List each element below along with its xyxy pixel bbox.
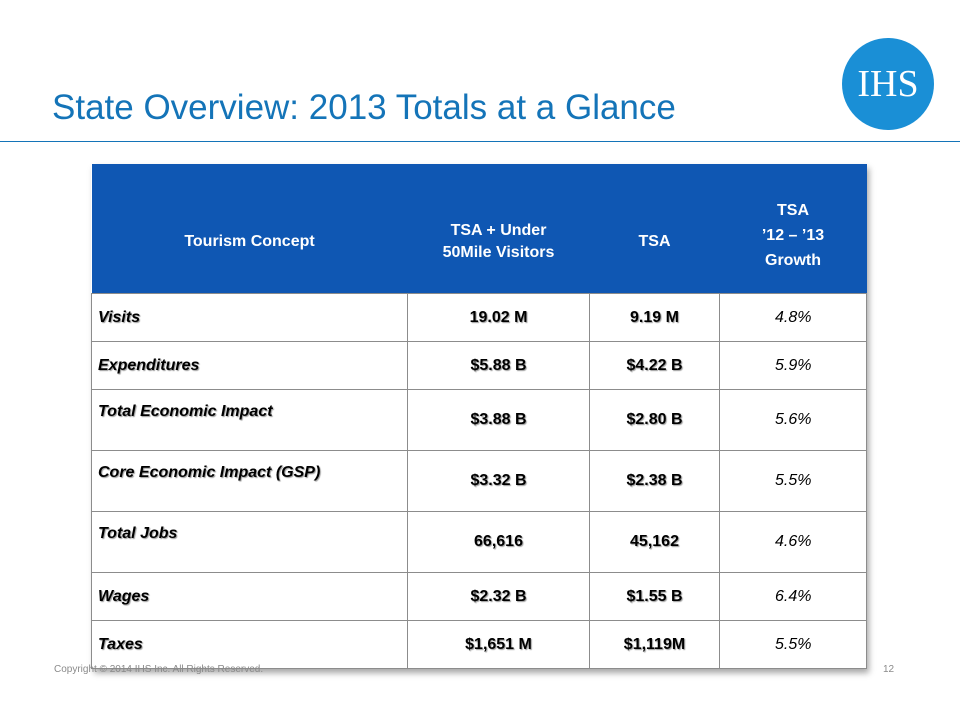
row-tsa-under50-value: 66,616 [407,511,590,573]
row-tsa-under50-value: $5.88 B [407,341,590,390]
row-tsa-under50-value: $2.32 B [407,572,590,621]
row-concept-label: Wages [91,572,408,621]
row-growth-value: 5.5% [719,450,867,512]
row-tsa-value: 45,162 [589,511,720,573]
row-tsa-value: $1,119M [589,620,720,669]
table-row: Visits 19.02 M 9.19 M 4.8% [91,293,867,342]
row-concept-label: Expenditures [91,341,408,390]
table-row: Total Economic Impact $3.88 B $2.80 B 5.6% [91,389,867,451]
header-tsa-growth: TSA ’12 – ’13 Growth [719,164,867,294]
header-tourism-concept: Tourism Concept [91,164,408,294]
ihs-logo: IHS [842,38,934,130]
header-tsa: TSA [589,164,720,294]
title-divider [0,141,960,142]
row-growth-value: 5.6% [719,389,867,451]
page-number: 12 [883,664,895,675]
table-row: Core Economic Impact (GSP) $3.32 B $2.38 B… [91,450,867,512]
copyright-notice: Copyright © 2014 IHS Inc. All Rights Res… [54,664,264,675]
table-header-row: Tourism Concept TSA + Under 50Mile Visit… [91,164,867,294]
overview-table-container: Tourism Concept TSA + Under 50Mile Visit… [91,164,867,669]
row-tsa-value: 9.19 M [589,293,720,342]
row-growth-value: 4.8% [719,293,867,342]
row-tsa-under50-value: $3.88 B [407,389,590,451]
row-concept-label: Total Jobs [91,511,408,573]
row-tsa-under50-value: $1,651 M [407,620,590,669]
row-tsa-value: $2.80 B [589,389,720,451]
row-tsa-under50-value: 19.02 M [407,293,590,342]
row-growth-value: 6.4% [719,572,867,621]
header-tsa-under-50mile: TSA + Under 50Mile Visitors [407,164,590,294]
row-tsa-value: $1.55 B [589,572,720,621]
table-row: Taxes $1,651 M $1,119M 5.5% [91,620,867,669]
row-concept-label: Core Economic Impact (GSP) [91,450,408,512]
table-row: Total Jobs 66,616 45,162 4.6% [91,511,867,573]
row-tsa-under50-value: $3.32 B [407,450,590,512]
row-tsa-value: $2.38 B [589,450,720,512]
row-growth-value: 4.6% [719,511,867,573]
row-growth-value: 5.9% [719,341,867,390]
table-row: Expenditures $5.88 B $4.22 B 5.9% [91,341,867,390]
overview-table: Tourism Concept TSA + Under 50Mile Visit… [91,164,867,669]
ihs-logo-text: IHS [857,63,919,105]
table-row: Wages $2.32 B $1.55 B 6.4% [91,572,867,621]
row-concept-label: Taxes [91,620,408,669]
row-concept-label: Visits [91,293,408,342]
row-tsa-value: $4.22 B [589,341,720,390]
row-concept-label: Total Economic Impact [91,389,408,451]
slide-title: State Overview: 2013 Totals at a Glance [52,88,676,127]
row-growth-value: 5.5% [719,620,867,669]
